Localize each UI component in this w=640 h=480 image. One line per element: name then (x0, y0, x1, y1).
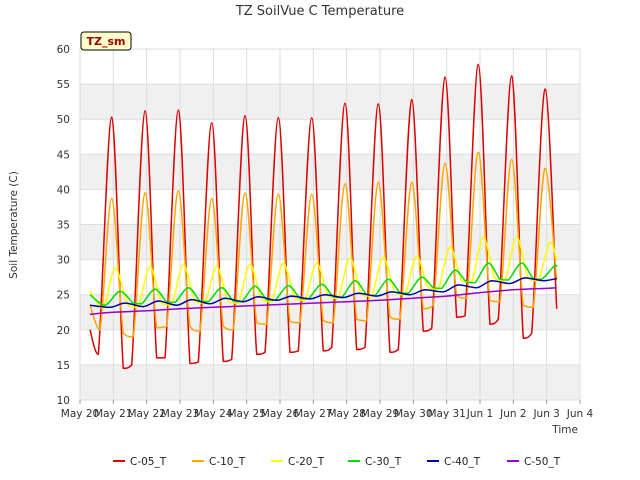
series-line-c-10-t (89, 151, 558, 338)
legend-label: C-05_T (130, 456, 167, 468)
series-lines (89, 63, 558, 370)
x-tick-label: May 20 (61, 408, 99, 420)
legend-item: C-05_T (113, 456, 167, 468)
x-axis-label: Time (551, 424, 578, 436)
plot-band (80, 224, 580, 260)
x-tick-label: May 23 (161, 408, 199, 420)
y-tick-label: 25 (57, 290, 70, 302)
legend-label: C-50_T (524, 456, 561, 468)
x-tick-label: May 26 (261, 408, 300, 420)
y-tick-label: 40 (57, 184, 70, 196)
y-tick-label: 20 (57, 325, 70, 337)
x-tick-label: May 28 (327, 408, 365, 420)
y-tick-label: 15 (57, 360, 70, 372)
plot-band (80, 294, 580, 330)
legend-label: C-40_T (444, 456, 481, 468)
series-line-c-50-t (89, 286, 557, 316)
series-line-c-40-t (89, 277, 557, 309)
legend-item: C-10_T (192, 456, 246, 468)
chart-title: TZ SoilVue C Temperature (235, 4, 404, 19)
site-tag-label: TZ_sm (87, 35, 126, 48)
legend-label: C-20_T (288, 456, 325, 468)
y-axis-ticks: 10 15 20 25 30 35 40 45 50 55 60 (57, 44, 70, 407)
x-tick-label: May 27 (294, 408, 332, 420)
x-tick-label: May 25 (227, 408, 265, 420)
legend: C-05_T C-10_T C-20_T C-30_T C-40_T C-50_T (113, 456, 561, 468)
x-tick-label: Jun 4 (566, 408, 594, 420)
x-tick-label: May 24 (194, 408, 233, 420)
y-tick-label: 30 (57, 255, 70, 267)
y-axis-label: Soil Temperature (C) (8, 171, 20, 279)
plot-band (80, 84, 580, 120)
y-tick-label: 35 (57, 220, 70, 232)
legend-item: C-50_T (507, 456, 561, 468)
y-tick-label: 60 (57, 44, 70, 56)
x-tick-label: May 30 (394, 408, 432, 420)
y-tick-label: 45 (57, 149, 70, 161)
y-tick-label: 55 (57, 79, 70, 91)
site-tag: TZ_sm (80, 31, 132, 51)
x-tick-label: May 22 (127, 408, 165, 420)
legend-item: C-20_T (271, 456, 325, 468)
legend-item: C-40_T (427, 456, 481, 468)
x-tick-label: May 31 (427, 408, 465, 420)
legend-item: C-30_T (348, 456, 402, 468)
legend-label: C-30_T (365, 456, 402, 468)
series-line-c-20-t (89, 236, 558, 310)
x-tick-label: Jun 3 (532, 408, 559, 420)
y-tick-label: 10 (57, 395, 70, 407)
x-tick-label: Jun 2 (499, 408, 526, 420)
legend-label: C-10_T (209, 456, 246, 468)
x-tick-label: May 21 (94, 408, 132, 420)
plot-band (80, 154, 580, 190)
x-tick-label: May 29 (361, 408, 399, 420)
site-tag-box (80, 31, 132, 51)
plot-band (80, 364, 580, 400)
x-tick-label: Jun 1 (466, 408, 493, 420)
y-tick-label: 50 (57, 114, 70, 126)
series-line-c-30-t (89, 262, 558, 306)
